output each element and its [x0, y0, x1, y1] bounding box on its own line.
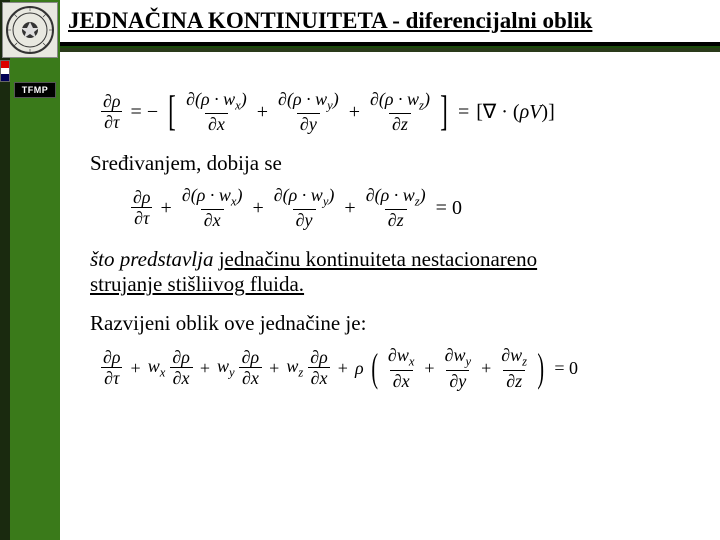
- paragraph-1: Sređivanjem, dobija se: [90, 151, 700, 176]
- sidebar-stripe-green: [10, 0, 60, 540]
- flag-icon: [0, 60, 10, 82]
- tfmp-badge: TFMP: [14, 82, 56, 98]
- paragraph-2: što predstavlja jednačinu kontinuiteta n…: [90, 247, 700, 297]
- slide-body: ∂ρ∂τ = − [ ∂(ρ · wx)∂x + ∂(ρ · wy)∂y + ∂…: [60, 52, 720, 540]
- slide-header: JEDNAČINA KONTINUITETA - diferencijalni …: [60, 0, 720, 46]
- equation-3: ∂ρ∂τ + wx ∂ρ∂x + wy ∂ρ∂x + wz ∂ρ∂x + ρ (…: [100, 346, 700, 389]
- page-title: JEDNAČINA KONTINUITETA - diferencijalni …: [68, 8, 592, 34]
- equation-2: ∂ρ∂τ + ∂(ρ · wx)∂x + ∂(ρ · wy)∂y + ∂(ρ ·…: [130, 186, 700, 229]
- equation-1: ∂ρ∂τ = − [ ∂(ρ · wx)∂x + ∂(ρ · wy)∂y + ∂…: [100, 90, 700, 133]
- seal-icon: [5, 5, 55, 55]
- university-seal: [2, 2, 58, 58]
- paragraph-3: Razvijeni oblik ove jednačine je:: [90, 311, 700, 336]
